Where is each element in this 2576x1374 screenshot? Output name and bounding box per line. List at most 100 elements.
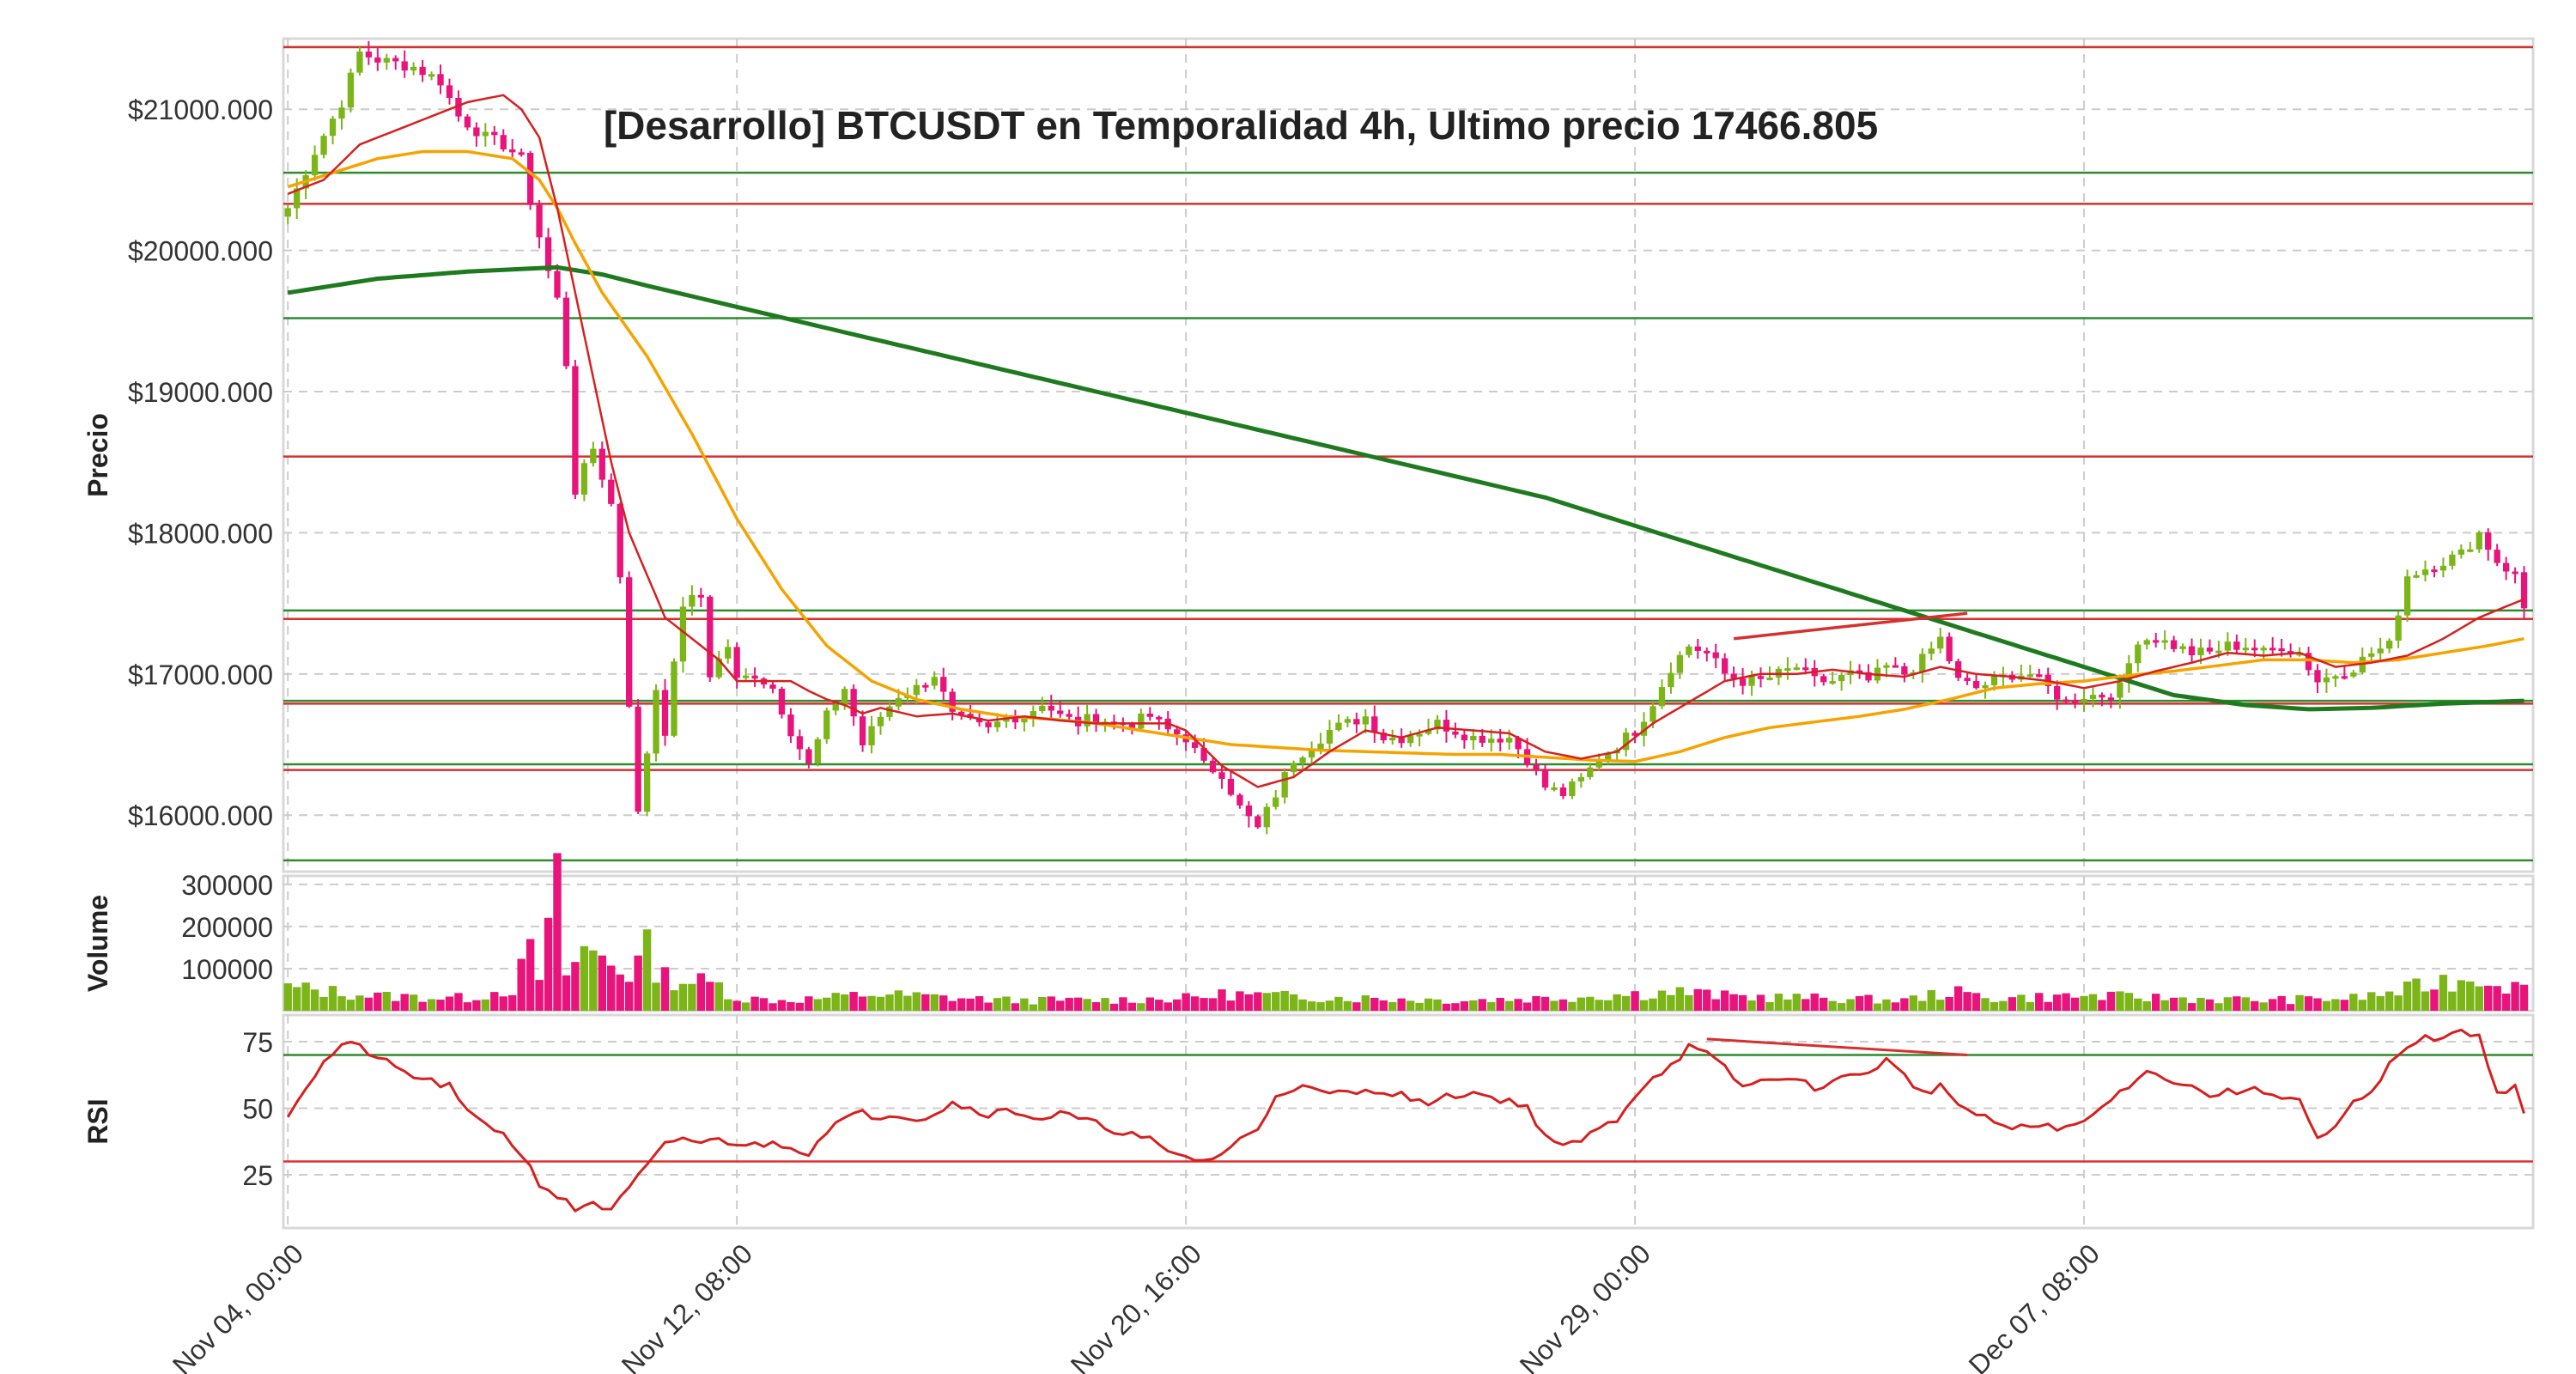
- candle-body: [1191, 742, 1199, 748]
- volume-bar: [912, 992, 921, 1011]
- candle-body: [1587, 767, 1594, 777]
- rsi-trendline: [1706, 1037, 1968, 1056]
- volume-bar: [562, 975, 571, 1011]
- volume-bar: [769, 1003, 777, 1011]
- volume-bar: [1667, 994, 1675, 1011]
- candle-body: [1200, 747, 1207, 761]
- candle-body: [1668, 672, 1674, 688]
- volume-bar: [1846, 999, 1855, 1011]
- volume-bar: [1172, 999, 1182, 1011]
- volume-bar: [1280, 990, 1289, 1011]
- candle-body: [374, 57, 381, 63]
- candle-body: [671, 661, 677, 736]
- candle-body: [455, 97, 462, 117]
- volume-bar: [2241, 997, 2251, 1011]
- volume-bar: [2259, 1002, 2268, 1011]
- volume-bar: [1182, 993, 1190, 1011]
- volume-bar: [374, 992, 382, 1011]
- volume-bar: [1020, 998, 1029, 1011]
- candle-body: [1039, 705, 1046, 712]
- candle-body: [967, 714, 974, 719]
- candle-body: [1290, 763, 1297, 773]
- candle-body: [1551, 787, 1558, 790]
- volume-bar: [1935, 1000, 1945, 1011]
- volume-bar: [795, 1002, 805, 1011]
- volume-bar: [1918, 1000, 1927, 1011]
- candle-body: [2089, 695, 2097, 699]
- rsi-line: [286, 1028, 2525, 1213]
- candle-body: [509, 149, 516, 153]
- volume-bar: [1056, 1000, 1065, 1011]
- x-tick-label: Nov 12, 08:00: [616, 1237, 758, 1374]
- volume-bar: [1999, 1000, 2008, 1011]
- volume-bar: [1101, 998, 1109, 1011]
- candle-body: [1092, 714, 1100, 723]
- candle-body: [1353, 719, 1360, 725]
- x-tick-label: Nov 29, 00:00: [1514, 1237, 1656, 1374]
- candle-body: [1631, 733, 1638, 736]
- candle-body: [2233, 641, 2240, 650]
- candle-body: [2287, 651, 2294, 654]
- candle-body: [1380, 733, 1387, 741]
- candle-body: [1057, 710, 1064, 714]
- candle-body: [2063, 699, 2069, 702]
- volume-bar: [2448, 991, 2457, 1011]
- volume-bar: [517, 958, 526, 1011]
- volume-bar: [445, 996, 454, 1011]
- volume-bar: [1568, 1001, 1577, 1011]
- candle-body: [823, 710, 830, 739]
- volume-bar: [1451, 1003, 1460, 1011]
- candle-body: [2421, 569, 2429, 575]
- price-y-tick-label: $20000.000: [128, 236, 273, 267]
- volume-bar: [1828, 1000, 1837, 1011]
- volume-bar: [1820, 997, 1828, 1011]
- volume-bar: [1550, 1000, 1558, 1011]
- candle-body: [2071, 700, 2079, 703]
- volume-bar: [2313, 998, 2322, 1011]
- volume-bar: [463, 1002, 472, 1011]
- candle-body: [993, 721, 1001, 727]
- volume-bar: [2035, 993, 2044, 1011]
- volume-bar: [670, 990, 678, 1011]
- volume-bar: [2062, 993, 2070, 1011]
- volume-bar: [1119, 997, 1127, 1011]
- volume-bar: [2268, 999, 2277, 1011]
- candle-body: [428, 74, 435, 77]
- candle-body: [1488, 739, 1495, 743]
- candle-body: [2296, 653, 2303, 656]
- price-y-axis-label: Precio: [82, 413, 113, 497]
- candle-body: [482, 131, 489, 137]
- candle-body: [2197, 647, 2204, 656]
- candle-body: [2179, 646, 2186, 649]
- volume-bar: [1953, 986, 1963, 1011]
- volume-bar: [1200, 998, 1208, 1011]
- volume-bar: [1703, 989, 1711, 1011]
- candle-body: [2512, 571, 2518, 575]
- candle-body: [2467, 549, 2474, 552]
- candle-body: [1335, 722, 1342, 731]
- volume-bar: [2106, 991, 2116, 1011]
- candle-body: [1344, 719, 1352, 723]
- candle-body: [1209, 760, 1217, 773]
- candle-body: [1766, 677, 1773, 680]
- candle-body: [940, 677, 947, 692]
- candle-body: [1308, 750, 1315, 758]
- volume-bar: [1810, 993, 1819, 1011]
- candle-body: [1389, 737, 1396, 741]
- candle-body: [2431, 569, 2438, 573]
- volume-bar: [1963, 992, 1971, 1011]
- volume-bar: [634, 955, 642, 1011]
- candle-body: [1937, 636, 1944, 649]
- candle-body: [742, 675, 750, 678]
- volume-bar: [1262, 993, 1271, 1011]
- candle-body: [1227, 778, 1235, 795]
- candle-body: [877, 716, 884, 727]
- chart-title: [Desarrollo] BTCUSDT en Temporalidad 4h,…: [604, 103, 1878, 148]
- volume-bar: [2160, 1000, 2169, 1011]
- candle-body: [805, 749, 812, 764]
- x-tick-label: Nov 04, 00:00: [167, 1237, 309, 1374]
- volume-bar: [1047, 996, 1055, 1011]
- candle-body: [2305, 653, 2312, 671]
- volume-bar: [1711, 999, 1720, 1011]
- volume-bar: [714, 982, 723, 1011]
